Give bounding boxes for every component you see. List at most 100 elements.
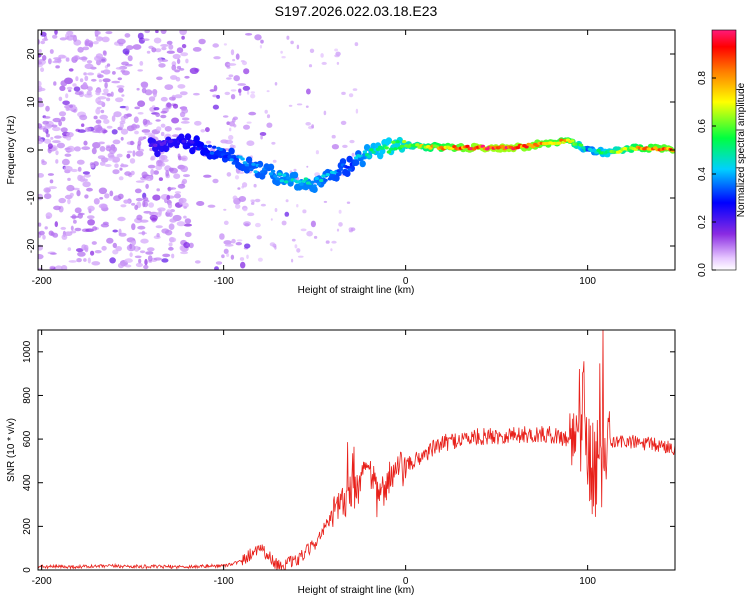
spectrogram-noise-blob bbox=[111, 80, 121, 84]
spectrogram-noise-blob bbox=[54, 30, 58, 35]
spectrogram-noise-blob bbox=[176, 221, 186, 227]
spectrogram-ridge-core bbox=[312, 184, 317, 188]
spectrogram-ridge-core bbox=[323, 178, 328, 182]
spectrogram-noise-blob bbox=[50, 136, 54, 140]
spectrogram-noise-blob bbox=[251, 202, 255, 205]
spectrogram-noise-blob bbox=[169, 218, 177, 223]
spectrogram-noise-blob bbox=[244, 223, 250, 227]
spectrogram-noise-blob bbox=[224, 91, 231, 96]
spectrogram-noise-blob bbox=[47, 173, 55, 176]
spectrogram-noise-blob bbox=[48, 186, 57, 190]
spectrogram-noise-blob bbox=[212, 43, 219, 48]
spectrogram-ridge-core bbox=[380, 146, 385, 150]
spectrogram-noise-blob bbox=[55, 150, 59, 156]
spectrogram-noise-blob bbox=[242, 207, 248, 212]
spectrogram-noise-blob bbox=[144, 132, 153, 136]
spectrogram-noise-blob bbox=[63, 165, 73, 172]
spectrogram-noise-blob bbox=[85, 228, 95, 232]
spectrogram-noise-blob bbox=[107, 157, 114, 161]
spectrogram-noise-blob bbox=[83, 72, 87, 76]
spectrogram-noise-blob bbox=[183, 206, 187, 209]
spectrogram-noise-blob bbox=[84, 75, 89, 82]
spectrogram-noise-blob bbox=[141, 82, 149, 89]
spectrogram-noise-blob bbox=[323, 110, 327, 116]
spectrogram-noise-blob bbox=[170, 75, 178, 80]
spectrogram-noise-blob bbox=[172, 103, 179, 109]
spectrogram-noise-blob bbox=[269, 242, 276, 247]
spectrogram-noise-blob bbox=[221, 254, 225, 259]
spectrogram-noise-blob bbox=[93, 41, 99, 45]
snr-ytick-label: 200 bbox=[22, 518, 33, 535]
spectrogram-noise-blob bbox=[64, 231, 73, 236]
spectrogram-noise-blob bbox=[38, 135, 41, 142]
spectrogram-noise-blob bbox=[155, 225, 163, 229]
spectrogram-noise-blob bbox=[349, 139, 355, 144]
spectrogram-noise-blob bbox=[59, 85, 66, 92]
spectrogram-ridge-core bbox=[319, 178, 324, 183]
spectrogram-noise-blob bbox=[340, 120, 347, 125]
spectrogram-noise-blob bbox=[291, 238, 296, 242]
spectrogram-ridge-core bbox=[592, 148, 597, 152]
spectrogram-noise-blob bbox=[120, 136, 124, 141]
spectrogram-noise-blob bbox=[174, 94, 183, 99]
spectrogram-ridge-core bbox=[367, 155, 372, 159]
spectrogram-noise-blob bbox=[84, 194, 89, 199]
spectrogram-ridge-core bbox=[338, 167, 343, 171]
spectrogram-ridge-core bbox=[465, 144, 470, 148]
spectrogram-noise-blob bbox=[183, 174, 190, 178]
spectrogram-noise-blob bbox=[119, 122, 124, 129]
snr-ytick-label: 600 bbox=[22, 430, 33, 447]
spectrogram-noise-blob bbox=[150, 168, 155, 176]
spectrogram-noise-blob bbox=[158, 57, 162, 63]
spectrogram-noise-blob bbox=[55, 65, 60, 69]
spectrogram-noise-blob bbox=[231, 238, 236, 244]
spectrogram-ridge-halo bbox=[344, 170, 351, 177]
spectrogram-ridge-core bbox=[402, 140, 407, 144]
colorbar-tick-label: 0.0 bbox=[697, 263, 708, 277]
spectrogram-ridge-core bbox=[345, 165, 350, 169]
spectrogram-ridge-core bbox=[185, 145, 191, 149]
colorbar-label: Normalized spectral amplitude bbox=[736, 82, 747, 217]
spectrogram-ridge-core bbox=[229, 158, 234, 162]
spectrogram-noise-blob bbox=[158, 63, 166, 68]
spectrogram-ridge-core bbox=[281, 173, 287, 177]
spectrogram-noise-blob bbox=[177, 183, 186, 189]
spectrogram-noise-blob bbox=[115, 97, 124, 103]
spectrogram-noise-blob bbox=[334, 54, 340, 58]
spectrogram-noise-blob bbox=[180, 165, 189, 173]
spectrogram-noise-blob bbox=[338, 209, 342, 214]
spectrogram-noise-blob bbox=[92, 142, 101, 149]
spectrogram-noise-blob bbox=[38, 222, 42, 227]
spectrogram-noise-blob bbox=[87, 215, 95, 220]
spectrogram-noise-blob bbox=[233, 75, 240, 82]
spectrogram-ytick-label: 20 bbox=[26, 48, 37, 60]
spectrogram-noise-blob bbox=[150, 155, 156, 161]
spectrogram-ytick-label: 10 bbox=[26, 96, 37, 108]
spectrogram-noise-blob bbox=[141, 87, 147, 94]
spectrogram-noise-blob bbox=[82, 46, 90, 51]
spectrogram-noise-blob bbox=[74, 91, 83, 96]
spectrogram-noise-blob bbox=[260, 39, 264, 44]
spectrogram-noise-blob bbox=[351, 152, 355, 157]
spectrogram-noise-blob bbox=[79, 114, 88, 121]
spectrogram-noise-blob bbox=[76, 189, 81, 197]
spectrogram-ridge-core bbox=[190, 140, 195, 144]
snr-ytick-label: 800 bbox=[22, 387, 33, 404]
spectrogram-ridge-core bbox=[347, 168, 352, 172]
spectrogram-noise-blob bbox=[138, 148, 145, 152]
spectrogram-noise-blob bbox=[134, 204, 139, 211]
spectrogram-noise-blob bbox=[133, 116, 139, 123]
spectrogram-noise-blob bbox=[338, 222, 343, 227]
spectrogram-noise-blob bbox=[104, 82, 108, 89]
spectrogram-ridge-core bbox=[301, 179, 306, 183]
spectrogram-noise-blob bbox=[156, 188, 160, 192]
spectrogram-noise-blob bbox=[117, 262, 125, 269]
spectrogram-noise-blob bbox=[342, 144, 348, 148]
spectrogram-noise-blob bbox=[76, 248, 84, 253]
spectrogram-ridge-core bbox=[174, 145, 180, 149]
spectrogram-noise-blob bbox=[164, 84, 174, 90]
spectrogram-noise-blob bbox=[161, 46, 167, 51]
spectrogram-noise-blob bbox=[237, 187, 241, 190]
spectrogram-noise-blob bbox=[73, 86, 81, 92]
